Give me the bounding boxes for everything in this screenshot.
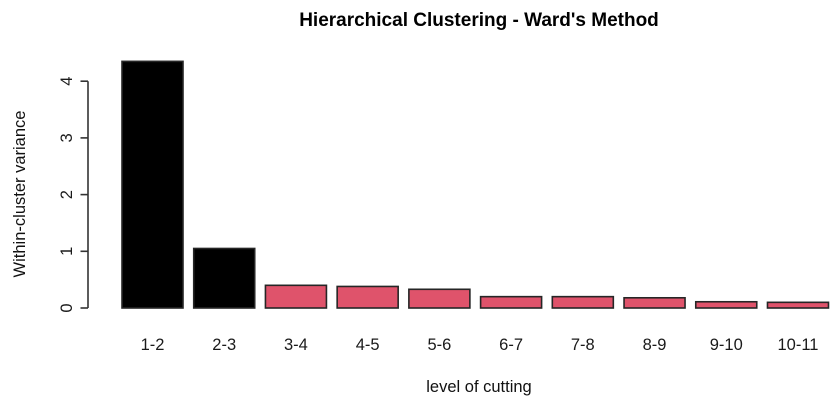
x-tick-label: 2-3 bbox=[212, 336, 236, 354]
x-tick-label: 5-6 bbox=[427, 336, 451, 354]
x-tick-label: 10-11 bbox=[777, 336, 818, 354]
x-tick-label: 6-7 bbox=[499, 336, 523, 354]
bar-9-10 bbox=[694, 300, 758, 309]
bar-3-4 bbox=[264, 284, 328, 309]
y-axis: 0 1 2 3 4 bbox=[58, 77, 89, 313]
y-tick-label: 0 bbox=[58, 303, 76, 312]
bar-10-11 bbox=[766, 301, 830, 309]
x-tick-label: 7-8 bbox=[571, 336, 595, 354]
y-tick-label: 3 bbox=[58, 133, 76, 142]
bar-6-7 bbox=[479, 295, 543, 309]
x-tick-label: 9-10 bbox=[710, 336, 743, 354]
y-tick-label: 2 bbox=[58, 190, 76, 199]
x-axis-tick-labels: 1-2 2-3 3-4 4-5 5-6 6-7 7-8 8-9 9-10 10-11 bbox=[141, 336, 819, 354]
x-tick-label: 4-5 bbox=[356, 336, 380, 354]
bar-8-9 bbox=[623, 296, 686, 309]
y-tick-label: 1 bbox=[58, 247, 76, 256]
bar-7-8 bbox=[551, 295, 615, 309]
y-tick-label: 4 bbox=[58, 77, 76, 86]
chart-title: Hierarchical Clustering - Ward's Method bbox=[299, 10, 659, 31]
x-axis-title: level of cutting bbox=[426, 378, 531, 396]
y-axis-title: Within-cluster variance bbox=[11, 111, 29, 278]
bar-1-2 bbox=[121, 60, 184, 309]
x-tick-label: 3-4 bbox=[284, 336, 308, 354]
bar-4-5 bbox=[336, 285, 399, 309]
bars-group bbox=[121, 60, 830, 309]
x-tick-label: 1-2 bbox=[141, 336, 165, 354]
x-tick-label: 8-9 bbox=[643, 336, 667, 354]
bar-2-3 bbox=[192, 247, 256, 309]
bar-5-6 bbox=[408, 288, 471, 309]
